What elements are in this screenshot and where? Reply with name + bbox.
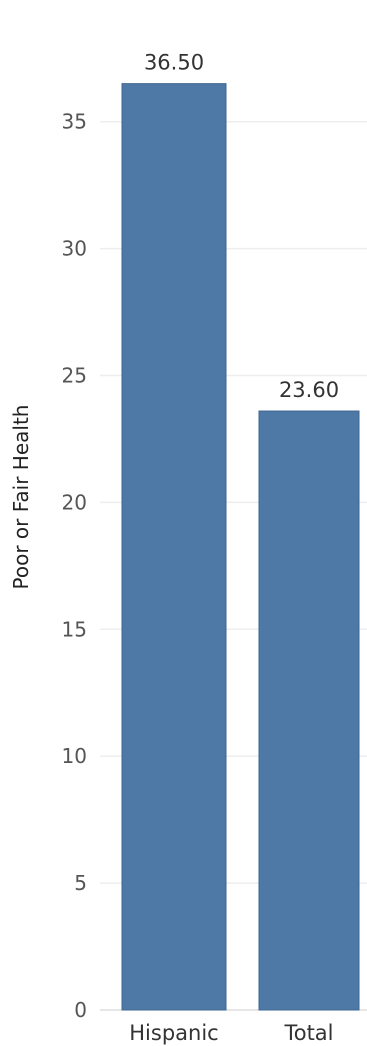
bar-hispanic <box>121 83 227 1011</box>
data-label-total: 23.60 <box>279 378 339 402</box>
y-tick-label: 25 <box>62 364 87 388</box>
bar-total <box>258 410 360 1011</box>
y-axis-ticks: 0 5 10 15 20 25 30 35 <box>62 110 87 1022</box>
y-tick-label: 30 <box>62 237 87 261</box>
y-tick-label: 0 <box>74 998 87 1022</box>
y-tick-label: 20 <box>62 490 87 514</box>
bars <box>121 83 360 1011</box>
y-tick-label: 35 <box>62 110 87 134</box>
x-category-label-hispanic: Hispanic <box>129 1021 218 1045</box>
y-tick-label: 10 <box>62 744 87 768</box>
y-tick-label: 5 <box>74 871 87 895</box>
x-axis-categories: Hispanic Total <box>129 1021 333 1045</box>
data-labels: 36.50 23.60 <box>144 51 339 402</box>
x-category-label-total: Total <box>283 1021 333 1045</box>
y-tick-label: 15 <box>62 617 87 641</box>
y-axis-title: Poor or Fair Health <box>9 405 33 590</box>
data-label-hispanic: 36.50 <box>144 51 204 75</box>
